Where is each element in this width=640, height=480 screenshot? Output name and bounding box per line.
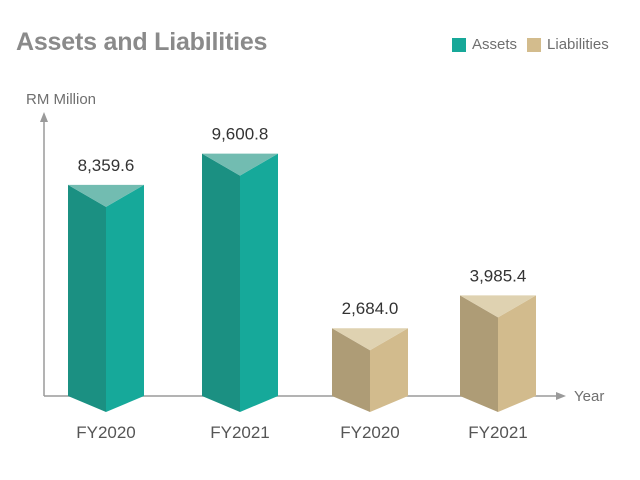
x-tick-label: FY2020	[340, 423, 400, 442]
bar-top-face	[332, 328, 408, 351]
x-tick-label: FY2021	[468, 423, 528, 442]
bar-top-face	[460, 295, 536, 318]
bar-assets-fy2020	[68, 184, 144, 412]
bar-front-face	[106, 184, 144, 412]
x-tick-label: FY2020	[76, 423, 136, 442]
bar-side-face	[68, 184, 106, 412]
bar-top-face	[202, 153, 278, 176]
bar-value-label: 9,600.8	[212, 125, 269, 144]
bar-liabilities-fy2020	[332, 328, 408, 412]
bar-side-face	[202, 153, 240, 412]
legend-label-assets: Assets	[472, 36, 518, 53]
bar-assets-fy2021	[202, 153, 278, 412]
legend-swatch-assets	[452, 37, 466, 52]
y-axis-arrow-icon	[40, 112, 48, 122]
bar-value-label: 8,359.6	[78, 156, 135, 175]
legend-item-liabilities: Liabilities	[527, 36, 609, 53]
bar-front-face	[498, 295, 536, 412]
chart-title: Assets and Liabilities	[16, 28, 268, 56]
y-axis-label: RM Million	[26, 91, 96, 108]
bar-value-label: 2,684.0	[342, 299, 399, 318]
legend: Assets Liabilities	[452, 36, 609, 53]
x-axis-arrow-icon	[556, 392, 566, 400]
bars: 8,359.6 FY2020 9,600.8 FY2021 2,684.0 FY2020 3…	[68, 125, 536, 442]
bar-liabilities-fy2021	[460, 295, 536, 412]
bar-front-face	[240, 153, 278, 412]
legend-swatch-liabilities	[527, 37, 542, 52]
bar-value-label: 3,985.4	[470, 266, 527, 285]
x-tick-label: FY2021	[210, 423, 270, 442]
bar-front-face	[370, 328, 408, 412]
legend-label-liabilities: Liabilities	[547, 36, 609, 53]
x-axis-label: Year	[574, 388, 604, 405]
bar-top-face	[68, 184, 144, 207]
bar-side-face	[332, 328, 370, 412]
bar-side-face	[460, 295, 498, 412]
legend-item-assets: Assets	[452, 36, 517, 53]
